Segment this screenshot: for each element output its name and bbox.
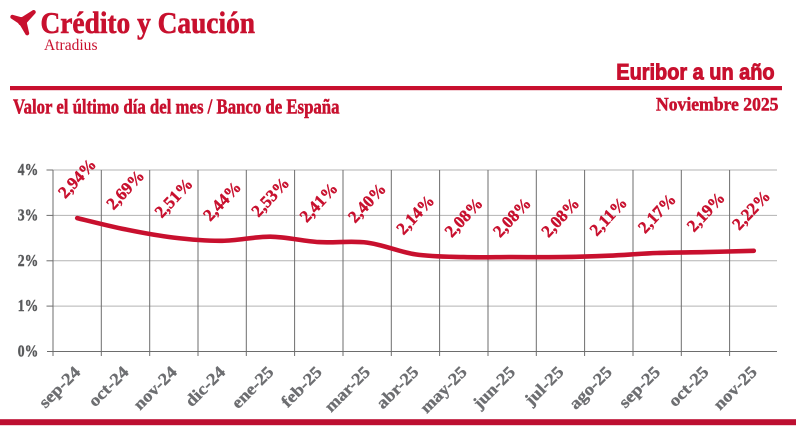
svg-text:2,08%: 2,08%: [538, 194, 584, 241]
svg-text:2,17%: 2,17%: [634, 190, 680, 237]
svg-text:oct-25: oct-25: [664, 362, 712, 410]
svg-text:2,11%: 2,11%: [586, 193, 631, 239]
svg-text:jun-25: jun-25: [468, 362, 519, 413]
svg-text:2,19%: 2,19%: [683, 188, 729, 235]
svg-text:Crédito y Caución: Crédito y Caución: [41, 5, 256, 40]
svg-text:jul-25: jul-25: [520, 362, 568, 410]
svg-text:ago-25: ago-25: [565, 362, 616, 413]
svg-text:sep-24: sep-24: [35, 362, 85, 412]
svg-text:2,44%: 2,44%: [199, 178, 245, 225]
svg-text:abr-25: abr-25: [372, 362, 422, 412]
svg-text:mar-25: mar-25: [321, 362, 374, 415]
svg-text:2,51%: 2,51%: [151, 174, 197, 221]
svg-text:feb-25: feb-25: [277, 362, 326, 411]
svg-text:Valor el último día del mes /: Valor el último día del mes / Banco de E…: [13, 95, 340, 119]
svg-text:2,08%: 2,08%: [489, 194, 535, 241]
svg-text:2,69%: 2,69%: [103, 166, 149, 213]
svg-text:3%: 3%: [18, 206, 39, 225]
svg-text:2,94%: 2,94%: [54, 155, 100, 202]
svg-text:2,14%: 2,14%: [393, 191, 439, 238]
svg-text:4%: 4%: [18, 160, 39, 179]
svg-text:nov-24: nov-24: [129, 362, 181, 414]
svg-text:2,53%: 2,53%: [248, 173, 294, 220]
svg-text:2,40%: 2,40%: [344, 179, 390, 226]
svg-text:2,41%: 2,41%: [296, 179, 342, 226]
svg-text:sep-25: sep-25: [615, 362, 664, 411]
svg-text:2,22%: 2,22%: [728, 187, 774, 234]
svg-text:oct-24: oct-24: [84, 362, 132, 410]
svg-text:0%: 0%: [18, 342, 39, 361]
svg-text:Atradius: Atradius: [44, 37, 98, 54]
svg-text:1%: 1%: [18, 296, 39, 315]
svg-text:nov-25: nov-25: [709, 362, 760, 413]
svg-text:2%: 2%: [18, 251, 39, 270]
svg-text:dic-24: dic-24: [181, 362, 229, 410]
svg-text:may-25: may-25: [416, 362, 471, 417]
svg-text:ene-25: ene-25: [228, 362, 278, 412]
svg-text:Euribor a un año: Euribor a un año: [616, 60, 774, 85]
svg-text:Noviembre 2025: Noviembre 2025: [656, 94, 779, 115]
svg-text:2,08%: 2,08%: [441, 194, 487, 241]
